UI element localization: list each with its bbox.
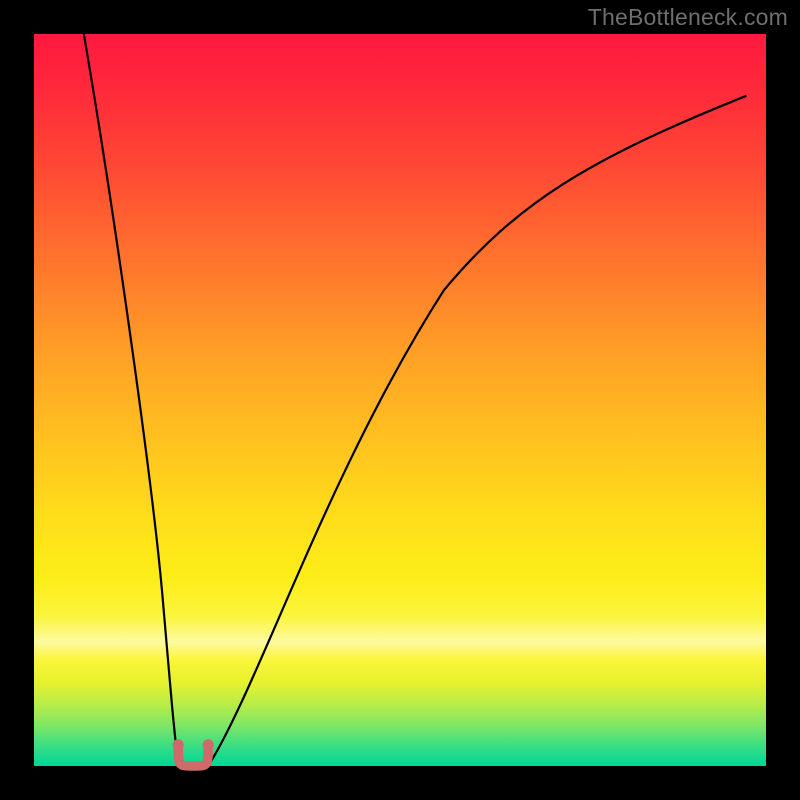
bottleneck-curve-chart [0,0,800,800]
plot-background [34,34,766,766]
watermark-text: TheBottleneck.com [588,4,788,31]
chart-container: TheBottleneck.com [0,0,800,800]
